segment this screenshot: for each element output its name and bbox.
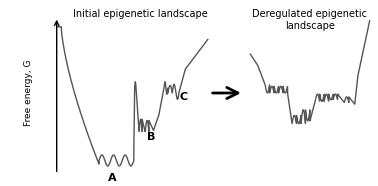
Text: A: A — [108, 173, 117, 183]
Text: Initial epigenetic landscape: Initial epigenetic landscape — [73, 9, 208, 19]
Text: Deregulated epigenetic
landscape: Deregulated epigenetic landscape — [253, 9, 367, 31]
Text: C: C — [180, 92, 188, 102]
Text: Free energy, G: Free energy, G — [23, 60, 33, 126]
Text: B: B — [147, 132, 155, 142]
